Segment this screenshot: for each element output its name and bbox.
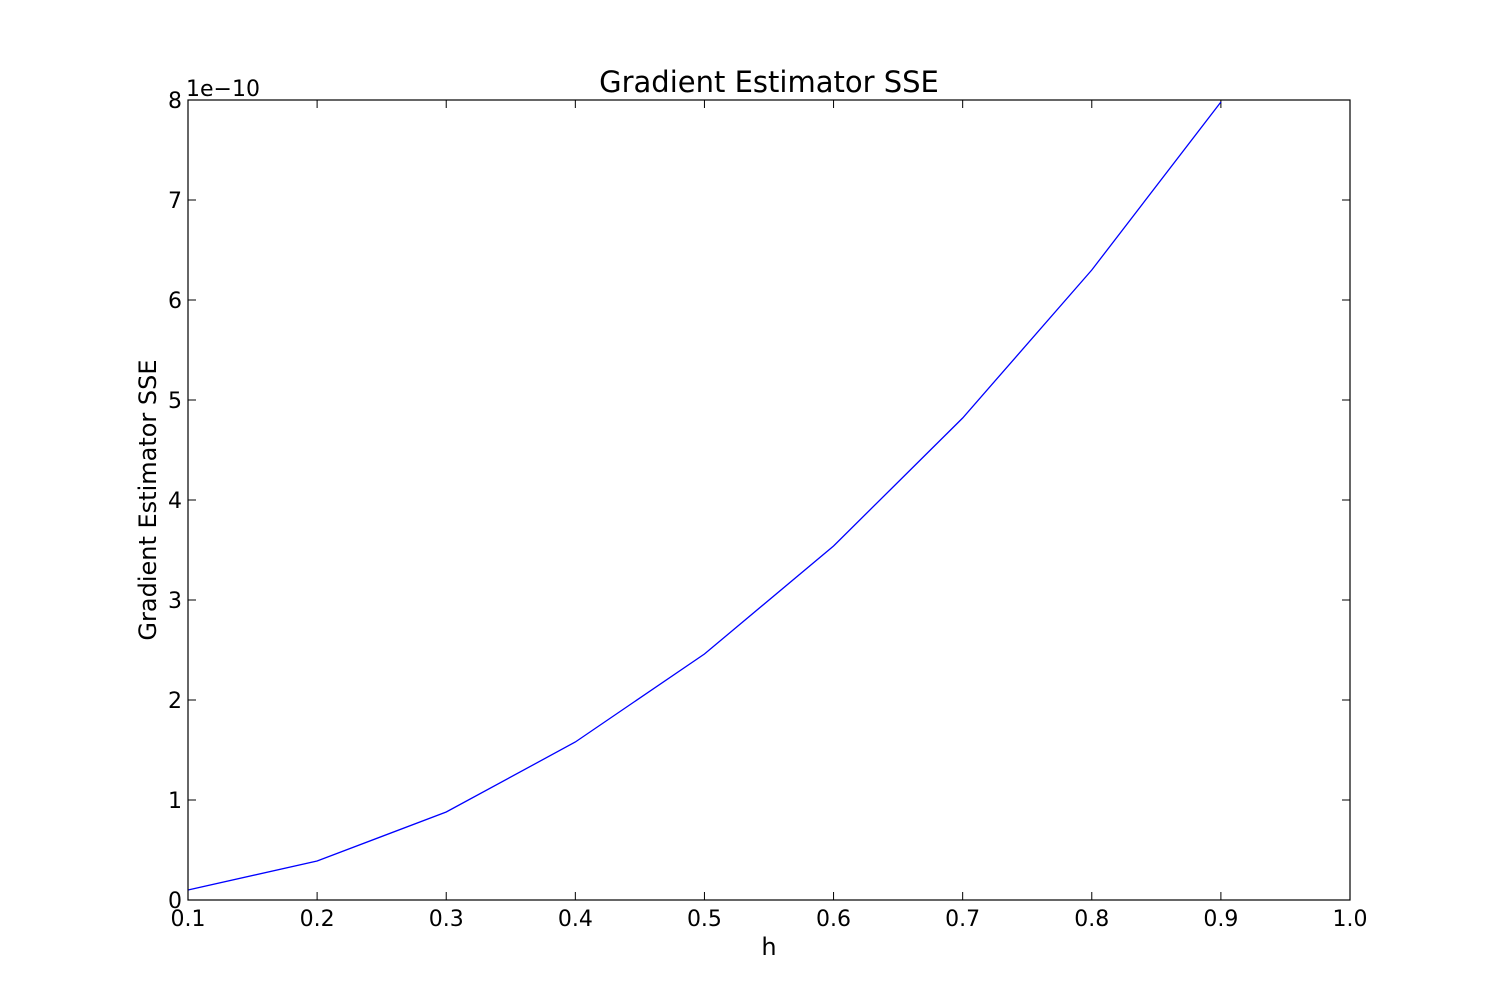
- y-tick-label: 4: [168, 489, 182, 514]
- plot-frame: [187, 99, 1351, 901]
- x-tick-label: 0.4: [558, 907, 593, 932]
- x-tick-label: 0.5: [687, 907, 722, 932]
- y-tick-label: 5: [168, 389, 182, 414]
- x-tick-label: 0.6: [816, 907, 851, 932]
- y-offset-label: 1e−10: [186, 77, 260, 102]
- series-layer: [187, 101, 1222, 891]
- y-tick-label: 8: [168, 89, 182, 114]
- x-tick-label: 0.7: [945, 907, 980, 932]
- x-tick-label: 0.2: [300, 907, 335, 932]
- x-tick-label: 0.9: [1203, 907, 1238, 932]
- y-tick-label: 6: [168, 289, 182, 314]
- ticks-layer: 0.1 0.2 0.3 0.4 0.5 0.6 0.7 0.8 0.9 1.0 0 1 2 3 4 5 6 7 8: [168, 89, 1368, 932]
- x-axis-label: h: [761, 933, 776, 961]
- y-tick-label: 7: [168, 189, 182, 214]
- y-tick-label: 1: [168, 789, 182, 814]
- y-tick-label: 3: [168, 589, 182, 614]
- x-tick-label: 0.3: [429, 907, 464, 932]
- y-tick-label: 2: [168, 689, 182, 714]
- x-tick-label: 1.0: [1333, 907, 1368, 932]
- y-axis-label: Gradient Estimator SSE: [134, 359, 162, 640]
- x-tick-label: 0.1: [171, 907, 206, 932]
- labels-layer: Gradient Estimator SSE h Gradient Estima…: [134, 65, 939, 961]
- x-tick-label: 0.8: [1074, 907, 1109, 932]
- series-line: [187, 101, 1222, 891]
- y-tick-label: 0: [168, 889, 182, 914]
- chart-title: Gradient Estimator SSE: [599, 65, 939, 99]
